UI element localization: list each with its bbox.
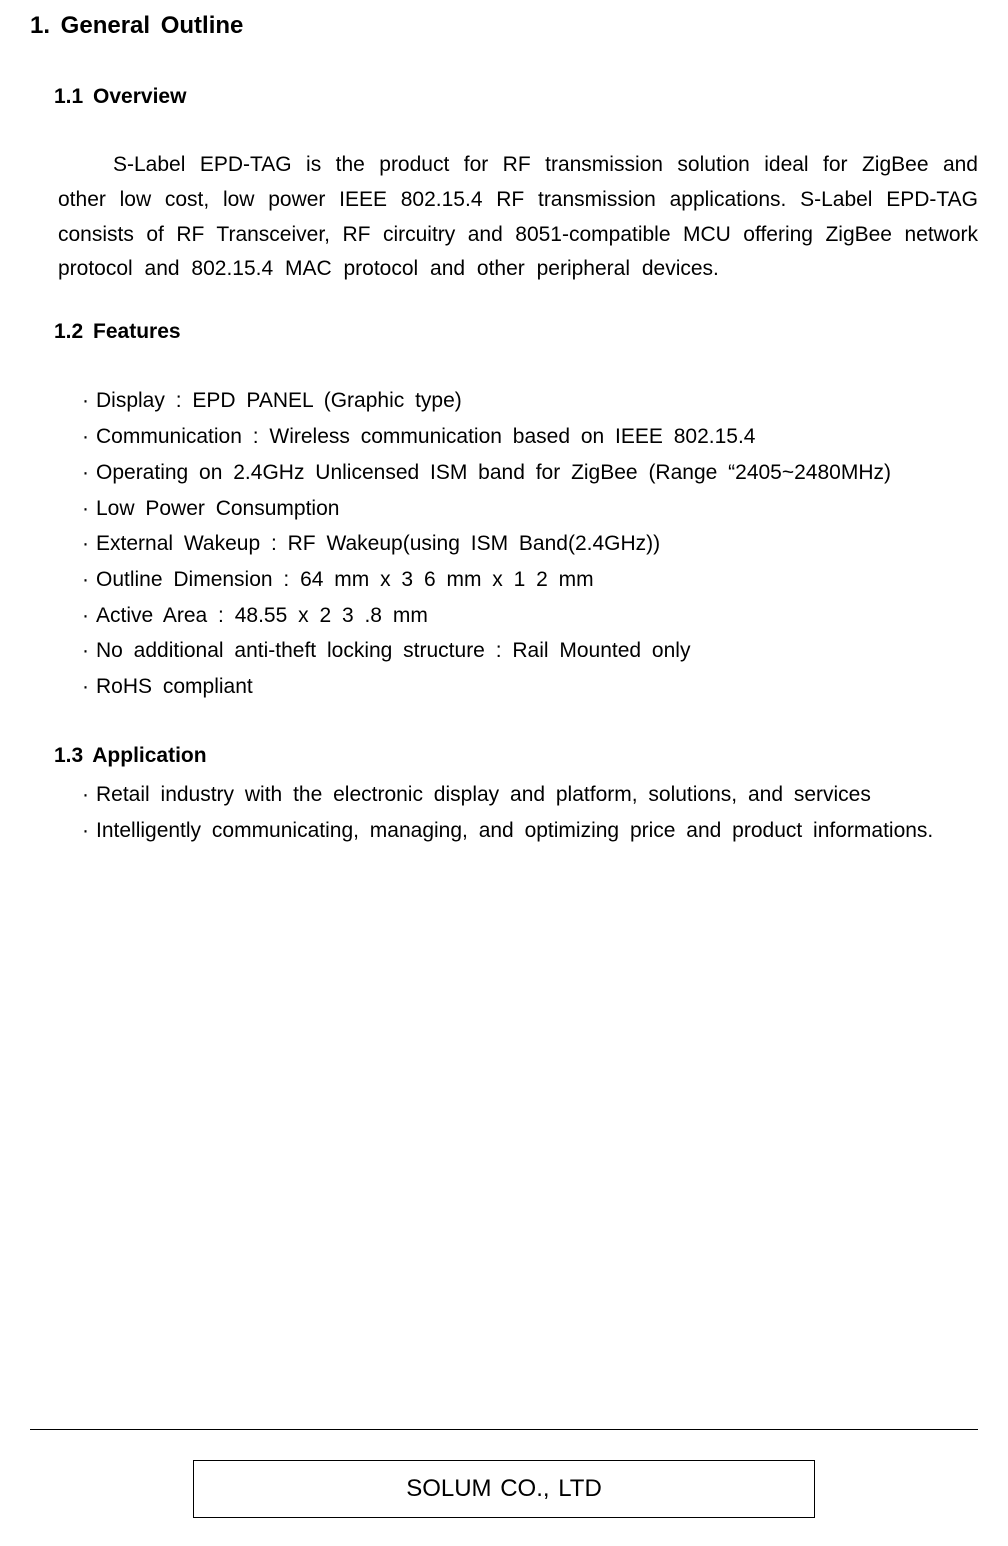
application-list: ·Retail industry with the electronic dis… (82, 777, 978, 848)
bullet-icon: · (82, 419, 96, 455)
list-item: ·Retail industry with the electronic dis… (82, 777, 978, 813)
bullet-icon: · (82, 598, 96, 634)
section-1-1-title: 1.1 Overview (54, 80, 978, 115)
bullet-icon: · (82, 383, 96, 419)
application-text: Intelligently communicating, managing, a… (96, 819, 933, 842)
list-item: ·Communication : Wireless communication … (82, 419, 978, 455)
company-box: SOLUM CO., LTD (193, 1460, 815, 1518)
list-item: ·No additional anti‑theft locking struct… (82, 633, 978, 669)
overview-text: S-Label EPD-TAG is the product for RF tr… (58, 153, 978, 280)
bullet-icon: · (82, 813, 96, 849)
feature-text: Low Power Consumption (96, 497, 339, 520)
section-1-2-title: 1.2 Features (54, 315, 978, 350)
bullet-icon: · (82, 777, 96, 813)
company-name: SOLUM CO., LTD (406, 1475, 602, 1502)
feature-text: Operating on 2.4GHz Unlicensed ISM band … (96, 461, 891, 484)
list-item: ·Active Area : 48.55 x 2 3 .8 mm (82, 598, 978, 634)
list-item: ·External Wakeup : RF Wakeup(using ISM B… (82, 526, 978, 562)
application-text: Retail industry with the electronic disp… (96, 783, 871, 806)
feature-text: No additional anti‑theft locking structu… (96, 639, 690, 662)
list-item: ·Display : EPD PANEL (Graphic type) (82, 383, 978, 419)
bullet-icon: · (82, 562, 96, 598)
footer-divider (30, 1429, 978, 1430)
section-1-3-title: 1.3 Application (54, 739, 978, 774)
feature-text: Outline Dimension : 64 mm x 3 6 mm x 1 2… (96, 568, 594, 591)
bullet-icon: · (82, 455, 96, 491)
page-footer: SOLUM CO., LTD (0, 1429, 1008, 1518)
feature-text: RoHS compliant (96, 675, 253, 698)
bullet-icon: · (82, 669, 96, 705)
list-item: ·Intelligently communicating, managing, … (82, 813, 978, 849)
bullet-icon: · (82, 633, 96, 669)
feature-text: External Wakeup : RF Wakeup(using ISM Ba… (96, 532, 660, 555)
feature-text: Communication : Wireless communication b… (96, 425, 755, 448)
features-list: ·Display : EPD PANEL (Graphic type) ·Com… (82, 383, 978, 704)
feature-text: Active Area : 48.55 x 2 3 .8 mm (96, 604, 428, 627)
list-item: ·Outline Dimension : 64 mm x 3 6 mm x 1 … (82, 562, 978, 598)
list-item: ·Operating on 2.4GHz Unlicensed ISM band… (82, 455, 978, 491)
list-item: ·Low Power Consumption (82, 491, 978, 527)
overview-paragraph: S-Label EPD-TAG is the product for RF tr… (58, 148, 978, 287)
section-1-title: 1. General Outline (30, 0, 978, 46)
bullet-icon: · (82, 526, 96, 562)
document-page: 1. General Outline 1.1 Overview S-Label … (0, 0, 1008, 1546)
bullet-icon: · (82, 491, 96, 527)
list-item: ·RoHS compliant (82, 669, 978, 705)
feature-text: Display : EPD PANEL (Graphic type) (96, 389, 462, 412)
